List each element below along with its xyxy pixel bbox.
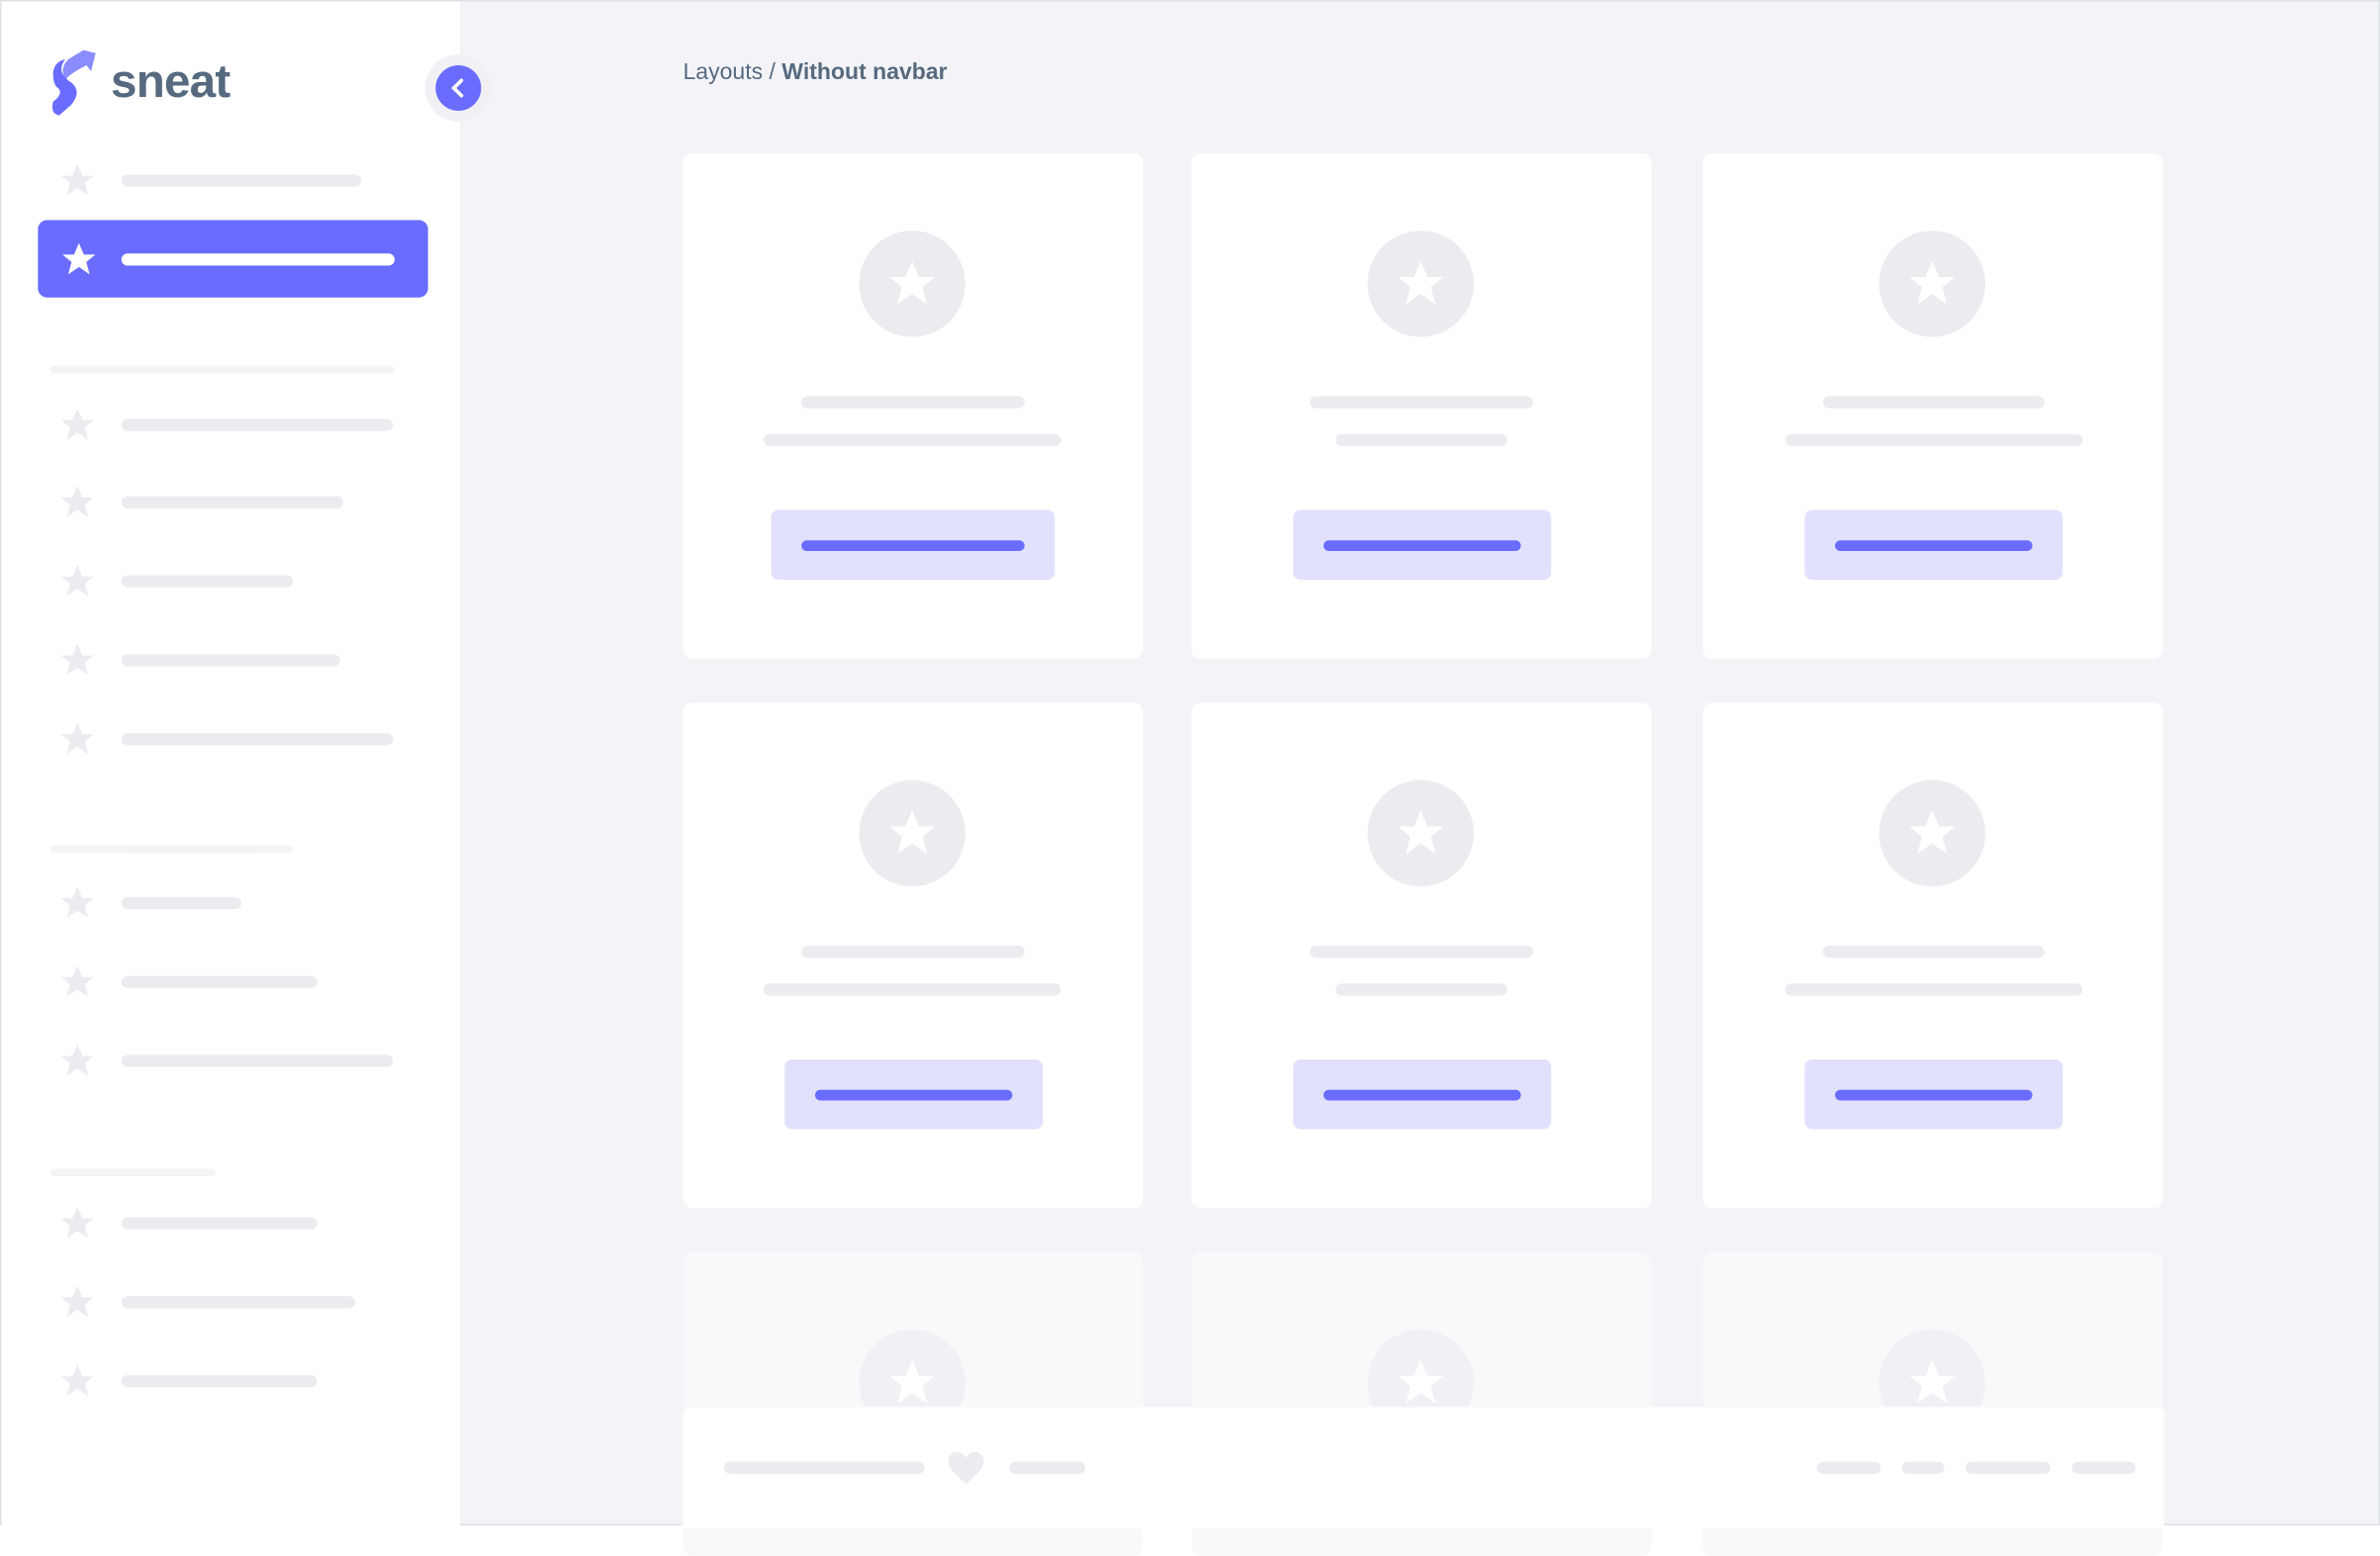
sidebar-item[interactable] <box>121 418 394 431</box>
card-button-label <box>1835 540 2033 551</box>
card <box>683 152 1144 659</box>
sidebar-item[interactable] <box>121 896 241 910</box>
card-text <box>1335 983 1508 996</box>
footer <box>683 1407 2165 1529</box>
star-icon <box>57 406 97 445</box>
card-button-label <box>1835 1089 2033 1101</box>
card-title <box>1310 396 1533 409</box>
card-button[interactable] <box>1804 509 2063 581</box>
star-icon <box>57 161 97 201</box>
sidebar-section-header <box>49 1168 216 1177</box>
card-button-label <box>1323 1089 1521 1101</box>
sidebar-section-header <box>49 365 395 374</box>
card-button-label <box>801 540 1025 551</box>
star-icon <box>57 483 97 522</box>
sidebar-item-label <box>121 253 395 266</box>
card-title <box>801 945 1025 959</box>
star-icon <box>885 1355 940 1410</box>
card-title <box>1822 945 2045 959</box>
card-title <box>1822 396 2045 409</box>
star-icon <box>57 962 97 1002</box>
avatar-placeholder <box>859 779 965 887</box>
card-button[interactable] <box>1804 1059 2063 1130</box>
card-button[interactable] <box>784 1059 1044 1130</box>
card-button[interactable] <box>1293 1059 1552 1130</box>
card <box>683 702 1144 1209</box>
sidebar-collapse-button[interactable] <box>424 54 493 122</box>
breadcrumb: Layouts / Without navbar <box>683 59 947 85</box>
sidebar-item[interactable] <box>121 975 318 988</box>
star-icon <box>1394 806 1448 861</box>
card-text <box>763 433 1061 447</box>
card-button[interactable] <box>1293 509 1552 581</box>
sidebar-item[interactable] <box>121 575 294 588</box>
brand-logo[interactable]: sneat <box>47 47 230 118</box>
card-button[interactable] <box>771 509 1055 581</box>
sidebar: sneat <box>1 1 460 1527</box>
card-text <box>763 983 1061 996</box>
sidebar-item[interactable] <box>121 1375 318 1388</box>
sidebar-item[interactable] <box>121 496 343 509</box>
sidebar-item[interactable] <box>121 1217 318 1230</box>
star-icon <box>1905 1355 1960 1410</box>
footer-link[interactable] <box>1901 1461 1945 1474</box>
sidebar-item[interactable] <box>121 654 340 667</box>
star-icon <box>59 239 99 279</box>
star-icon <box>57 562 97 601</box>
sidebar-item[interactable] <box>121 174 362 187</box>
footer-text <box>1009 1461 1086 1474</box>
star-icon <box>1905 256 1960 311</box>
sidebar-section-header <box>49 845 294 854</box>
breadcrumb-parent[interactable]: Layouts <box>683 58 764 85</box>
star-icon <box>57 883 97 923</box>
avatar-placeholder <box>1878 230 1985 337</box>
avatar-placeholder <box>1367 779 1474 887</box>
card <box>1702 152 2163 659</box>
card <box>1191 152 1652 659</box>
sneat-logo-icon <box>51 49 96 116</box>
card-text <box>1335 433 1508 447</box>
card <box>1191 702 1652 1209</box>
star-icon <box>1394 1355 1448 1410</box>
star-icon <box>885 256 940 311</box>
star-icon <box>57 1283 97 1323</box>
star-icon <box>57 1204 97 1243</box>
sidebar-item[interactable] <box>121 733 394 746</box>
chevron-left-icon <box>451 78 464 98</box>
brand-name: sneat <box>111 54 230 108</box>
card-title <box>1310 945 1533 959</box>
footer-link[interactable] <box>1816 1461 1881 1474</box>
sidebar-item[interactable] <box>121 1054 394 1067</box>
avatar-placeholder <box>1367 230 1474 337</box>
heart-icon <box>946 1449 986 1486</box>
card-text <box>1785 433 2083 447</box>
star-icon <box>57 641 97 681</box>
sidebar-item-active[interactable] <box>38 220 428 298</box>
footer-text <box>723 1461 925 1474</box>
star-icon <box>57 1042 97 1081</box>
star-icon <box>1394 256 1448 311</box>
footer-link[interactable] <box>2071 1461 2136 1474</box>
star-icon <box>57 719 97 759</box>
breadcrumb-separator: / <box>763 58 782 85</box>
card <box>1702 702 2163 1209</box>
card-button-label <box>1323 540 1521 551</box>
card-text <box>1785 983 2083 996</box>
star-icon <box>1905 806 1960 861</box>
breadcrumb-current: Without navbar <box>781 58 948 85</box>
footer-link[interactable] <box>1966 1461 2051 1474</box>
card-title <box>801 396 1025 409</box>
avatar-placeholder <box>1878 779 1985 887</box>
avatar-placeholder <box>859 230 965 337</box>
sidebar-item[interactable] <box>121 1296 356 1309</box>
card-button-label <box>814 1089 1013 1101</box>
star-icon <box>57 1361 97 1401</box>
star-icon <box>885 806 940 861</box>
